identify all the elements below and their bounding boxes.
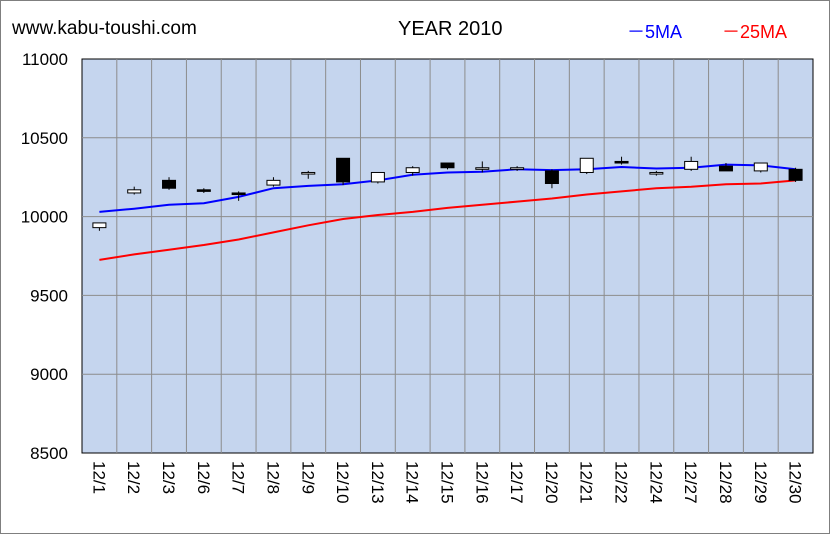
candle [301, 170, 316, 179]
x-tick-label: 12/7 [229, 461, 248, 494]
candle [788, 167, 803, 182]
y-tick-label: 10500 [21, 129, 68, 148]
candle-body-up [684, 160, 699, 170]
x-tick-label: 12/29 [751, 461, 770, 504]
candle [614, 156, 629, 165]
y-tick-label: 8500 [30, 444, 68, 463]
x-tick-label: 12/21 [577, 461, 596, 504]
candle [162, 177, 177, 190]
candle [127, 186, 142, 195]
x-tick-label: 12/17 [507, 461, 526, 504]
candle [370, 171, 385, 184]
candle-body-up [266, 179, 281, 186]
candle-body-down [614, 160, 629, 164]
x-tick-label: 12/15 [438, 461, 457, 504]
candle [684, 156, 699, 171]
candle-body-up [370, 171, 385, 183]
moving-average-lines [99, 163, 796, 261]
candle-body-up [92, 222, 107, 229]
candles [92, 156, 803, 231]
x-tick-label: 12/24 [646, 461, 665, 504]
x-tick-label: 12/20 [542, 461, 561, 504]
candle-body-up [649, 171, 664, 175]
line-5ma [99, 163, 796, 213]
candle-body-up [579, 157, 594, 173]
candle [753, 162, 768, 173]
x-tick-label: 12/16 [472, 461, 491, 504]
candle [649, 170, 664, 176]
candle [475, 161, 490, 173]
x-tick-label: 12/13 [368, 461, 387, 504]
x-tick-label: 12/9 [298, 461, 317, 494]
site-url: www.kabu-toushi.com [12, 18, 197, 39]
x-tick-label: 12/27 [681, 461, 700, 504]
candle-body-up [301, 171, 316, 175]
x-tick-label: 12/1 [89, 461, 108, 494]
candle-body-up [405, 167, 420, 173]
candle [718, 163, 733, 172]
candle-body-down [231, 192, 246, 196]
x-tick-label: 12/22 [612, 461, 631, 504]
candle [544, 169, 559, 189]
x-tick-label: 12/6 [194, 461, 213, 494]
candle [231, 191, 246, 201]
line-25ma [99, 179, 796, 261]
chart-title: YEAR 2010 [398, 18, 503, 40]
candle-body-down [336, 157, 351, 183]
candle-body-down [718, 165, 733, 172]
x-tick-label: 12/14 [403, 461, 422, 504]
x-axis-ticks: 12/1 12/2 12/3 12/6 12/7 12/8 12/9 12/10 12/13 12… [89, 461, 804, 504]
x-tick-label: 12/8 [263, 461, 282, 494]
candle [336, 157, 351, 186]
candle-body-down [544, 170, 559, 185]
candle-body-up [510, 167, 525, 170]
candle-body-up [475, 167, 490, 170]
candle [266, 177, 281, 187]
candle [196, 188, 211, 193]
y-tick-label: 10000 [21, 208, 68, 227]
y-tick-label: 11000 [22, 50, 68, 69]
candle [579, 157, 594, 175]
candle-body-down [440, 162, 455, 169]
candle-body-down [162, 179, 177, 189]
candle-body-down [196, 189, 211, 192]
candle [92, 222, 107, 231]
candle [510, 166, 525, 171]
y-axis-ticks: 8500 9000 9500 10000 10500 11000 [21, 50, 68, 463]
x-tick-label: 12/2 [124, 461, 143, 494]
candle-body-up [127, 189, 142, 194]
x-tick-label: 12/3 [159, 461, 178, 494]
grid-lines [82, 59, 813, 453]
y-tick-label: 9500 [30, 286, 68, 305]
plot-area [81, 58, 814, 454]
candle [440, 162, 455, 170]
legend-5ma: －5MA [627, 22, 683, 42]
y-tick-label: 9000 [30, 365, 68, 384]
legend-25ma: －25MA [722, 22, 788, 42]
candle [405, 166, 420, 176]
candle-body-up [753, 162, 768, 172]
x-tick-label: 12/30 [786, 461, 805, 504]
x-tick-label: 12/28 [716, 461, 735, 504]
candle-body-down [788, 168, 803, 181]
x-tick-label: 12/10 [333, 461, 352, 504]
